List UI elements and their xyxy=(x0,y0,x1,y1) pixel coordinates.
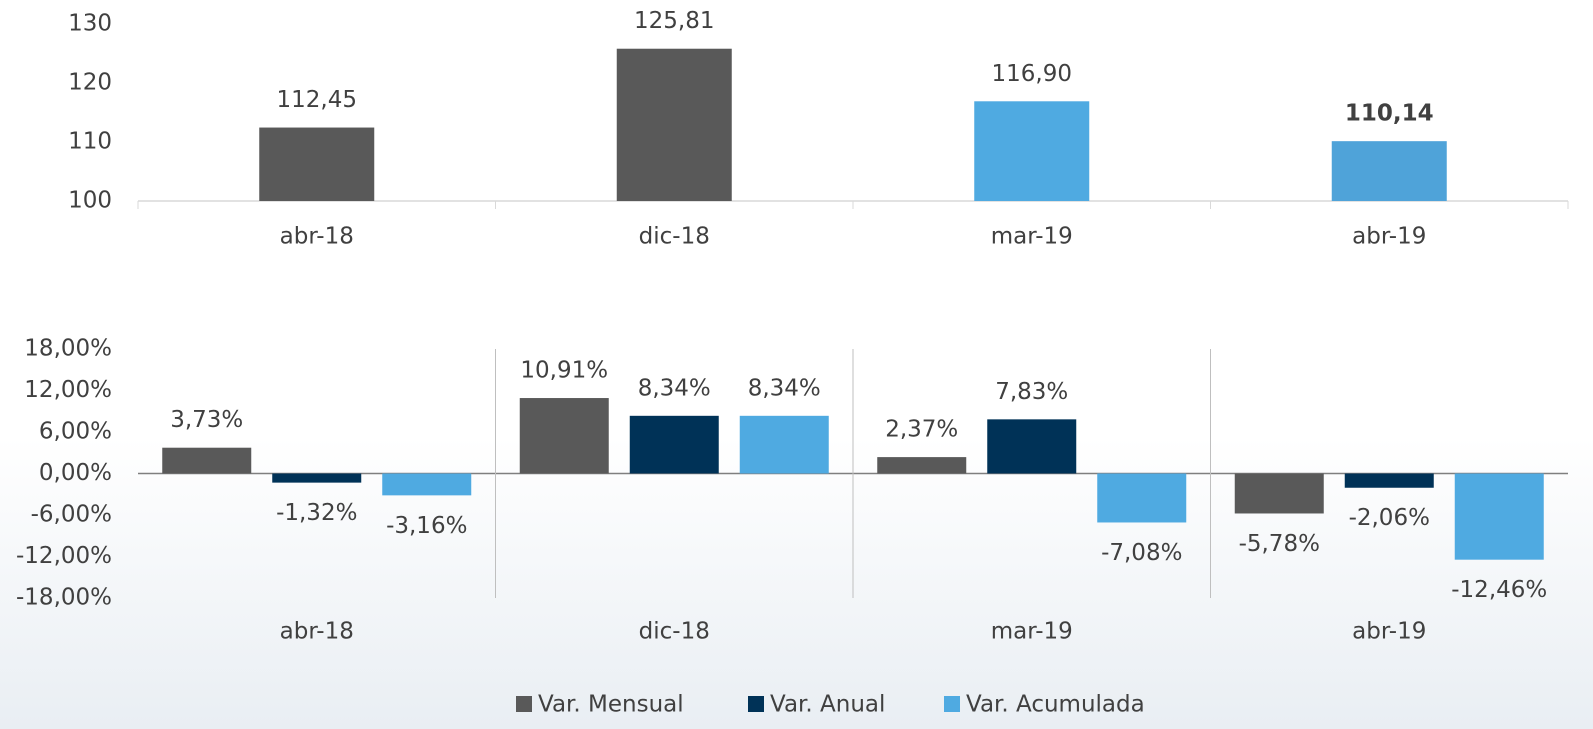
bar xyxy=(272,473,362,483)
bar xyxy=(629,415,719,474)
bar xyxy=(616,48,732,201)
bar xyxy=(974,101,1090,201)
x-tick-label: abr-19 xyxy=(1352,619,1426,645)
data-label: -7,08% xyxy=(1101,540,1182,566)
data-label: 2,37% xyxy=(885,417,958,443)
data-label: 112,45 xyxy=(277,87,357,113)
data-label: -5,78% xyxy=(1239,531,1320,557)
y-tick-label: -6,00% xyxy=(31,502,112,528)
bar xyxy=(259,127,375,201)
legend-swatch xyxy=(516,696,532,712)
x-tick-label: abr-18 xyxy=(280,224,354,250)
legend-label: Var. Anual xyxy=(770,692,885,718)
bar xyxy=(382,473,472,496)
x-tick-label: mar-19 xyxy=(991,619,1073,645)
data-label: 10,91% xyxy=(520,358,608,384)
x-tick-label: dic-18 xyxy=(639,224,710,250)
data-label: -2,06% xyxy=(1349,505,1430,531)
legend-label: Var. Acumulada xyxy=(966,692,1145,718)
bar xyxy=(877,457,967,474)
y-tick-label: 18,00% xyxy=(24,336,112,362)
y-tick-label: 0,00% xyxy=(39,460,112,486)
data-label: 3,73% xyxy=(170,407,243,433)
bar xyxy=(987,419,1077,474)
x-tick-label: abr-18 xyxy=(280,619,354,645)
y-tick-label: 12,00% xyxy=(24,377,112,403)
y-tick-label: 6,00% xyxy=(39,419,112,445)
y-tick-label: 120 xyxy=(68,70,112,96)
bar xyxy=(739,415,829,474)
y-tick-label: 100 xyxy=(68,188,112,214)
data-label: -12,46% xyxy=(1451,577,1547,603)
bar xyxy=(162,447,252,474)
bar xyxy=(1331,141,1447,201)
x-tick-label: dic-18 xyxy=(639,619,710,645)
data-label: 7,83% xyxy=(995,379,1068,405)
data-label: -1,32% xyxy=(276,500,357,526)
data-label: 8,34% xyxy=(748,375,821,401)
x-tick-label: abr-19 xyxy=(1352,224,1426,250)
data-label: 8,34% xyxy=(638,375,711,401)
bar xyxy=(1234,473,1324,514)
legend-swatch xyxy=(748,696,764,712)
bar xyxy=(1344,473,1434,488)
bar xyxy=(519,398,609,474)
data-label: 110,14 xyxy=(1345,101,1434,127)
bar xyxy=(1097,473,1187,523)
y-tick-label: 110 xyxy=(68,129,112,155)
y-tick-label: -18,00% xyxy=(16,585,112,611)
x-tick-label: mar-19 xyxy=(991,224,1073,250)
legend-swatch xyxy=(944,696,960,712)
data-label: -3,16% xyxy=(386,513,467,539)
y-tick-label: -12,00% xyxy=(16,543,112,569)
data-label: 125,81 xyxy=(634,8,714,34)
y-tick-label: 130 xyxy=(68,11,112,37)
legend-label: Var. Mensual xyxy=(538,692,684,718)
data-label: 116,90 xyxy=(992,61,1072,87)
bar xyxy=(1454,473,1544,560)
